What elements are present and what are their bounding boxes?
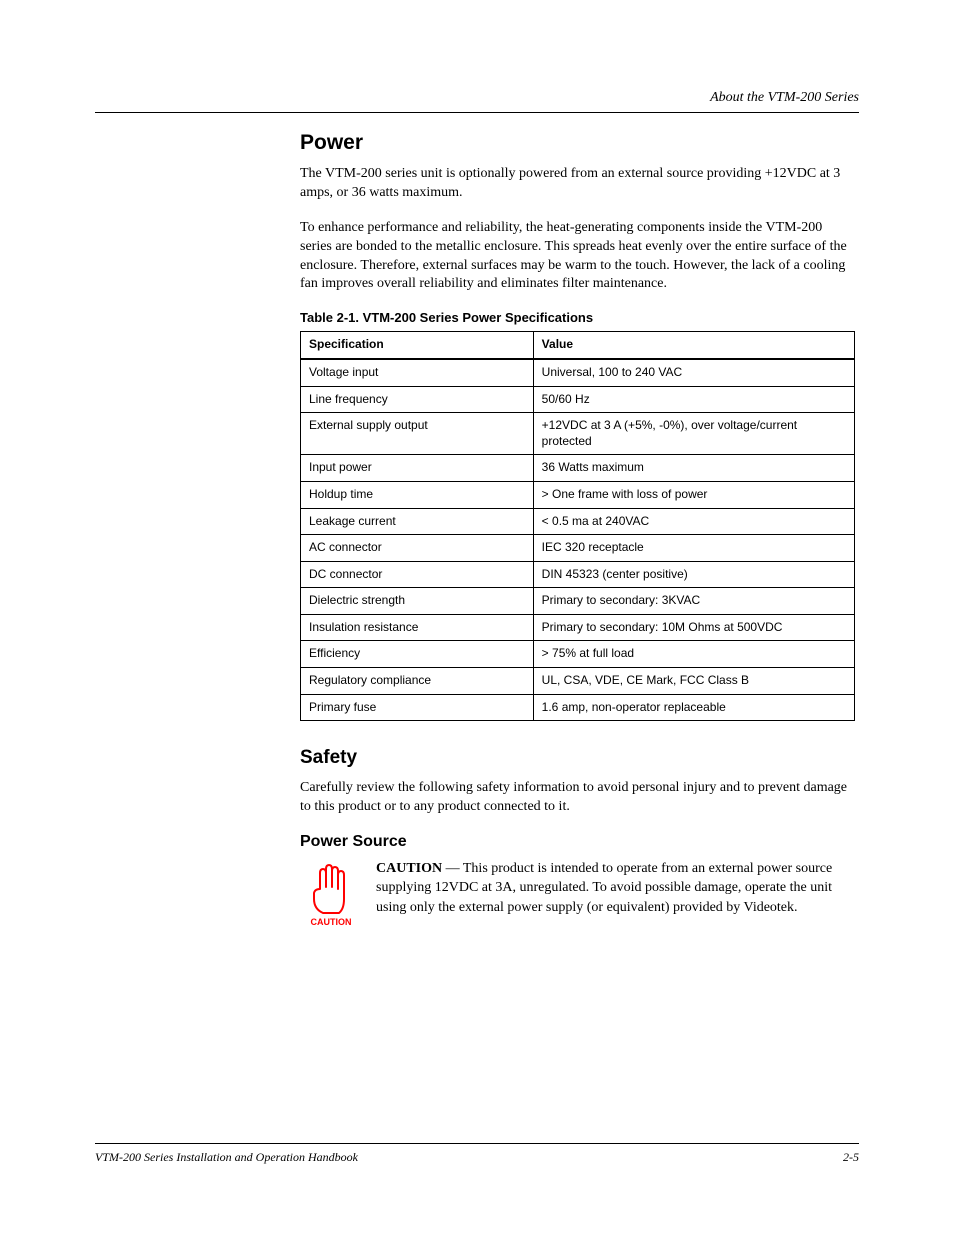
paragraph-safety: Carefully review the following safety in… [300,779,855,817]
paragraph-power-2: To enhance performance and reliability, … [300,219,855,295]
table-row: AC connectorIEC 320 receptacle [301,535,855,562]
table-row: Leakage current< 0.5 ma at 240VAC [301,508,855,535]
table-row: Regulatory complianceUL, CSA, VDE, CE Ma… [301,668,855,695]
cell-spec: Dielectric strength [301,588,534,615]
table-row: Line frequency50/60 Hz [301,386,855,413]
running-head: About the VTM-200 Series [95,90,859,106]
cell-spec: Line frequency [301,386,534,413]
table-row: DC connectorDIN 45323 (center positive) [301,561,855,588]
footer: VTM-200 Series Installation and Operatio… [95,1143,859,1165]
cell-spec: Efficiency [301,641,534,668]
cell-value: < 0.5 ma at 240VAC [533,508,854,535]
cell-value: UL, CSA, VDE, CE Mark, FCC Class B [533,668,854,695]
caution-block: CAUTION CAUTION — This product is intend… [300,859,855,927]
cell-value: Primary to secondary: 10M Ohms at 500VDC [533,614,854,641]
cell-value: 36 Watts maximum [533,455,854,482]
cell-spec: Input power [301,455,534,482]
table-row: Voltage inputUniversal, 100 to 240 VAC [301,359,855,386]
heading-safety: Safety [300,747,855,769]
caution-lead: CAUTION [376,861,442,876]
cell-value: DIN 45323 (center positive) [533,561,854,588]
footer-rule [95,1143,859,1144]
cell-value: Universal, 100 to 240 VAC [533,359,854,386]
content-column: Power The VTM-200 series unit is optiona… [300,131,855,927]
table-row: Holdup time> One frame with loss of powe… [301,481,855,508]
table-row: Efficiency> 75% at full load [301,641,855,668]
footer-row: VTM-200 Series Installation and Operatio… [95,1150,859,1165]
cell-value: > 75% at full load [533,641,854,668]
cell-spec: Voltage input [301,359,534,386]
cell-spec: Leakage current [301,508,534,535]
col-header-value: Value [533,332,854,359]
heading-power: Power [300,131,855,155]
cell-spec: Primary fuse [301,694,534,721]
table-row: External supply output+12VDC at 3 A (+5%… [301,413,855,455]
cell-spec: Insulation resistance [301,614,534,641]
caution-hand-icon: CAUTION [300,859,362,927]
cell-value: IEC 320 receptacle [533,535,854,562]
table-caption: Table 2-1. VTM-200 Series Power Specific… [300,310,855,325]
paragraph-power-1: The VTM-200 series unit is optionally po… [300,165,855,203]
col-header-spec: Specification [301,332,534,359]
table-header-row: Specification Value [301,332,855,359]
cell-value: Primary to secondary: 3KVAC [533,588,854,615]
caution-body: — This product is intended to operate fr… [376,861,832,915]
caution-text: CAUTION — This product is intended to op… [376,859,855,917]
svg-text:CAUTION: CAUTION [311,917,352,927]
cell-value: > One frame with loss of power [533,481,854,508]
cell-spec: AC connector [301,535,534,562]
table-row: Primary fuse1.6 amp, non-operator replac… [301,694,855,721]
table-row: Insulation resistancePrimary to secondar… [301,614,855,641]
cell-spec: Holdup time [301,481,534,508]
table-body: Voltage inputUniversal, 100 to 240 VAC L… [301,359,855,721]
footer-page-number: 2-5 [843,1150,859,1165]
table-row: Input power36 Watts maximum [301,455,855,482]
table-row: Dielectric strengthPrimary to secondary:… [301,588,855,615]
cell-value: +12VDC at 3 A (+5%, -0%), over voltage/c… [533,413,854,455]
cell-spec: Regulatory compliance [301,668,534,695]
header-rule [95,112,859,113]
cell-value: 50/60 Hz [533,386,854,413]
cell-spec: External supply output [301,413,534,455]
power-spec-table: Specification Value Voltage inputUnivers… [300,331,855,721]
page: About the VTM-200 Series Power The VTM-2… [0,0,954,1235]
cell-spec: DC connector [301,561,534,588]
cell-value: 1.6 amp, non-operator replaceable [533,694,854,721]
heading-power-source: Power Source [300,833,855,851]
footer-doc-title: VTM-200 Series Installation and Operatio… [95,1150,358,1165]
